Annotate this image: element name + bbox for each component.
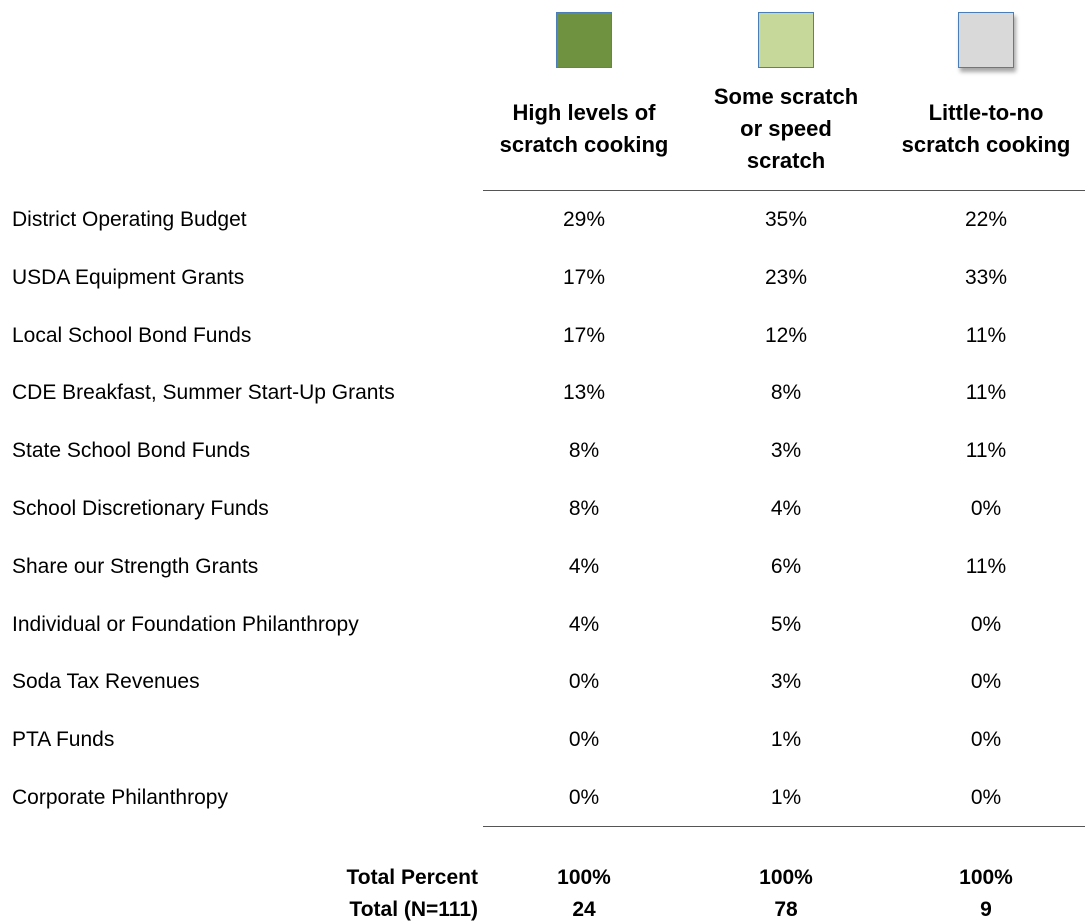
cell-value: 0% — [970, 497, 1002, 520]
cell-value: 0% — [970, 670, 1002, 694]
cell-value: 11% — [965, 323, 1007, 347]
row-label: CDE Breakfast, Summer Start-Up Grants — [12, 381, 395, 405]
cell-value: 17% — [562, 323, 606, 347]
cell-value: 8% — [568, 497, 600, 520]
column-header: scratch — [746, 148, 826, 173]
total-value: 24 — [572, 898, 596, 921]
total-value: 100% — [557, 866, 611, 889]
cell-value: 23% — [764, 265, 808, 289]
cell-value: 6% — [770, 554, 802, 578]
column-header: or speed — [740, 116, 832, 141]
cell-value: 12% — [764, 323, 808, 347]
cell-value: 0% — [568, 786, 600, 809]
total-value: 9 — [980, 898, 992, 921]
cell-value: 3% — [770, 670, 802, 694]
cell-value: 8% — [568, 439, 600, 463]
column-header: scratch cooking — [901, 132, 1071, 157]
column-header: Little-to-no — [928, 100, 1044, 125]
cell-value: 22% — [964, 208, 1008, 231]
cell-value: 0% — [970, 786, 1002, 809]
cell-value: 1% — [770, 786, 802, 809]
totals-rule — [483, 826, 1085, 827]
total-label: Total (N=111) — [349, 898, 478, 921]
column-header: scratch cooking — [499, 132, 669, 157]
legend-swatch — [958, 12, 1014, 68]
row-label: Individual or Foundation Philanthropy — [12, 612, 359, 636]
cell-value: 1% — [770, 728, 802, 752]
cell-value: 13% — [562, 381, 606, 405]
row-label: Corporate Philanthropy — [12, 786, 228, 809]
legend-swatch — [556, 12, 612, 68]
cell-value: 29% — [562, 208, 606, 231]
cell-value: 0% — [970, 728, 1002, 752]
row-label: School Discretionary Funds — [12, 497, 269, 520]
cell-value: 0% — [568, 670, 600, 694]
cell-value: 4% — [568, 612, 600, 636]
cell-value: 11% — [965, 381, 1007, 405]
cell-value: 5% — [770, 612, 802, 636]
cell-value: 33% — [964, 265, 1008, 289]
total-value: 78 — [774, 898, 798, 921]
cell-value: 4% — [770, 497, 802, 520]
row-label: Soda Tax Revenues — [12, 670, 200, 694]
column-header: High levels of — [512, 100, 656, 125]
total-value: 100% — [959, 866, 1013, 889]
cell-value: 0% — [568, 728, 600, 752]
total-value: 100% — [759, 866, 813, 889]
row-label: USDA Equipment Grants — [12, 265, 245, 289]
cell-value: 11% — [965, 439, 1007, 463]
legend-swatch — [758, 12, 814, 68]
row-label: Share our Strength Grants — [12, 554, 259, 578]
cell-value: 4% — [568, 554, 600, 578]
row-label: PTA Funds — [12, 728, 115, 752]
row-label: State School Bond Funds — [12, 439, 251, 463]
row-label: District Operating Budget — [12, 208, 247, 231]
header-rule — [483, 190, 1085, 191]
cell-value: 35% — [764, 208, 808, 231]
cell-value: 0% — [970, 612, 1002, 636]
total-label: Total Percent — [346, 866, 478, 889]
cell-value: 8% — [770, 381, 802, 405]
cell-value: 11% — [965, 554, 1007, 578]
row-label: Local School Bond Funds — [12, 323, 252, 347]
cell-value: 3% — [770, 439, 802, 463]
column-header: Some scratch — [713, 84, 859, 109]
cell-value: 17% — [562, 265, 606, 289]
